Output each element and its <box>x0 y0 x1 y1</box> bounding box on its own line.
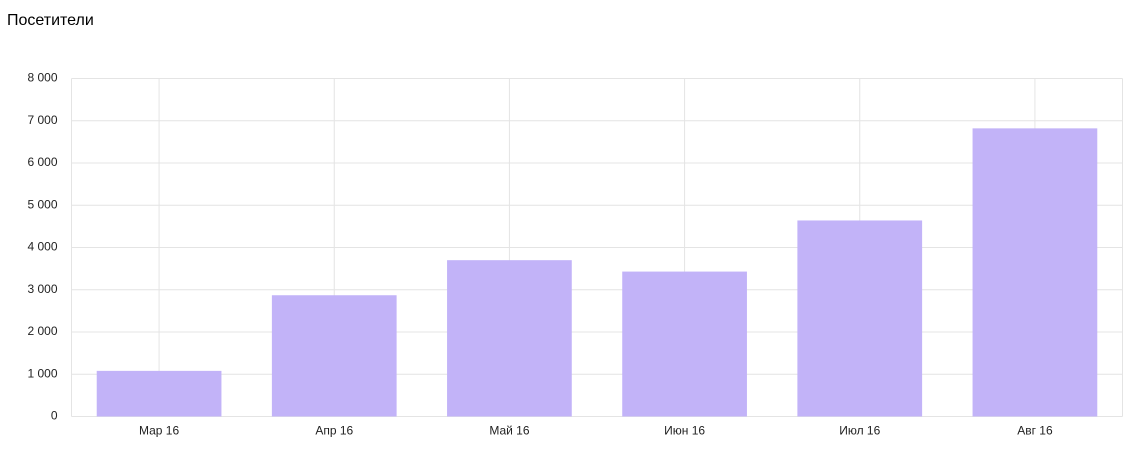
y-tick-label: 5 000 <box>27 197 57 211</box>
bar <box>447 260 572 417</box>
y-tick-label: 4 000 <box>27 240 57 254</box>
bar <box>96 370 222 417</box>
x-tick-label: Мар 16 <box>139 424 179 438</box>
x-tick-label: Апр 16 <box>315 424 353 438</box>
y-tick-label: 7 000 <box>27 113 57 127</box>
y-tick-label: 3 000 <box>27 282 57 296</box>
bar <box>797 220 923 417</box>
x-tick-label: Авг 16 <box>1017 424 1053 438</box>
bar <box>972 128 1098 417</box>
x-tick-label: Май 16 <box>489 424 530 438</box>
y-tick-label: 8 000 <box>27 71 57 85</box>
y-tick-label: 1 000 <box>27 366 57 380</box>
y-tick-label: 6 000 <box>27 155 57 169</box>
x-tick-label: Июл 16 <box>839 424 880 438</box>
chart-title: Посетители <box>7 12 94 29</box>
y-tick-label: 2 000 <box>27 324 57 338</box>
bar <box>622 271 747 417</box>
bar <box>271 295 397 417</box>
y-tick-label: 0 <box>51 409 58 423</box>
x-tick-label: Июн 16 <box>664 424 705 438</box>
